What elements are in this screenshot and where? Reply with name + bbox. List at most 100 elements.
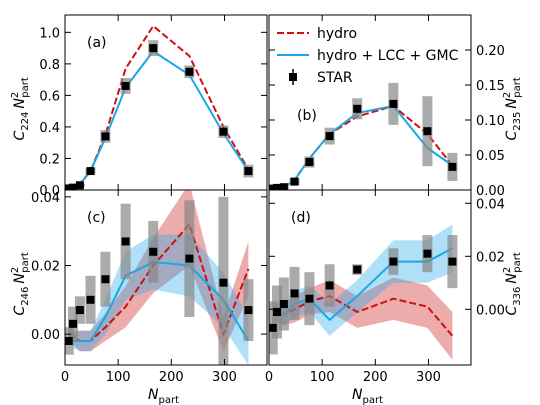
y-tick-label: 0.6 [39,89,60,104]
label-index: 246 [20,287,31,306]
marker [423,249,432,258]
marker [269,323,277,332]
marker [75,306,84,315]
error-band [68,190,249,352]
marker [272,183,281,190]
y-tick-label: 0.10 [476,114,505,129]
label-factor: N [504,98,520,109]
panel-label: (d) [291,210,311,226]
label-symbol: C [12,306,28,316]
y-tick-label: 0.2 [39,152,60,167]
panel [65,190,254,365]
label-sup: 2 [10,267,21,273]
y-tick-label: 0.00 [476,184,505,199]
label-sub: part [20,252,31,273]
axis-label: C224 N2part [10,77,31,140]
x-tick-label: 200 [363,370,388,385]
marker [269,184,277,190]
marker [101,132,110,141]
marker [325,281,334,290]
line [68,24,250,190]
x-tick-label: 300 [212,370,237,385]
marker [389,99,398,108]
marker [149,247,158,256]
marker [219,127,228,136]
label-factor: N [504,273,520,284]
marker [423,127,432,136]
marker [219,278,228,287]
axis-label: C235 N2part [502,77,523,140]
y-tick-label: 0.00 [31,328,60,343]
marker [389,257,398,266]
marker [305,294,314,303]
marker [185,67,194,76]
marker [65,184,73,190]
panel-label: (a) [87,35,107,51]
label-index: 224 [20,112,31,131]
label-sub: part [512,252,523,273]
x-tick-label: 100 [310,370,335,385]
marker [68,183,77,190]
marker [272,307,281,316]
label-factor: N [12,273,28,284]
label-factor: N [12,98,28,109]
axis-label: Npart [148,387,179,405]
y-tick-label: 0.04 [31,191,60,206]
x-tick-label: 0 [61,370,69,385]
y-tick-label: 0.8 [39,58,60,73]
label-symbol: N [352,387,363,403]
marker [290,289,299,298]
y-tick-label: 0.0 [39,184,60,199]
y-tick-label: 0.04 [476,197,505,212]
y-tick-label: 0.05 [476,149,505,164]
marker [353,265,362,274]
marker [65,336,73,345]
marker [325,132,334,141]
label-sup: 2 [502,267,513,273]
label-symbol: C [504,306,520,316]
marker [185,254,194,263]
legend-marker [289,73,297,81]
panel [65,24,254,190]
panel-label: (c) [87,210,106,226]
x-tick-label: 0 [265,370,273,385]
label-sub: part [20,77,31,98]
label-sup: 2 [502,92,513,98]
error-band [272,277,453,360]
line [68,49,250,190]
panel [269,224,458,360]
legend-label: hydro [317,26,357,42]
marker [75,181,84,190]
marker [121,237,130,246]
label-symbol: C [12,131,28,141]
legend-label: hydro + LCC + GMC [317,48,459,64]
marker [86,167,95,176]
marker [448,162,457,171]
axis-label: Npart [352,387,383,405]
x-tick-label: 300 [416,370,441,385]
marker [279,183,288,190]
label-sup: 2 [10,92,21,98]
axes-frame [268,14,472,191]
marker [290,177,299,186]
marker [121,81,130,90]
marker [353,104,362,113]
y-tick-label: 0.02 [476,250,505,265]
marker [279,300,288,309]
marker [244,306,253,315]
marker [149,44,158,53]
y-tick-label: 0.20 [476,44,505,59]
y-tick-label: 1.0 [39,26,60,41]
label-index: 336 [512,287,523,306]
marker [448,257,457,266]
label-sub: part [158,395,179,405]
y-tick-label: 0.15 [476,79,505,94]
label-sub: part [512,77,523,98]
panel [269,82,458,190]
marker [305,158,314,166]
panel-label: (b) [297,108,317,124]
marker [68,319,77,328]
marker [244,167,253,176]
